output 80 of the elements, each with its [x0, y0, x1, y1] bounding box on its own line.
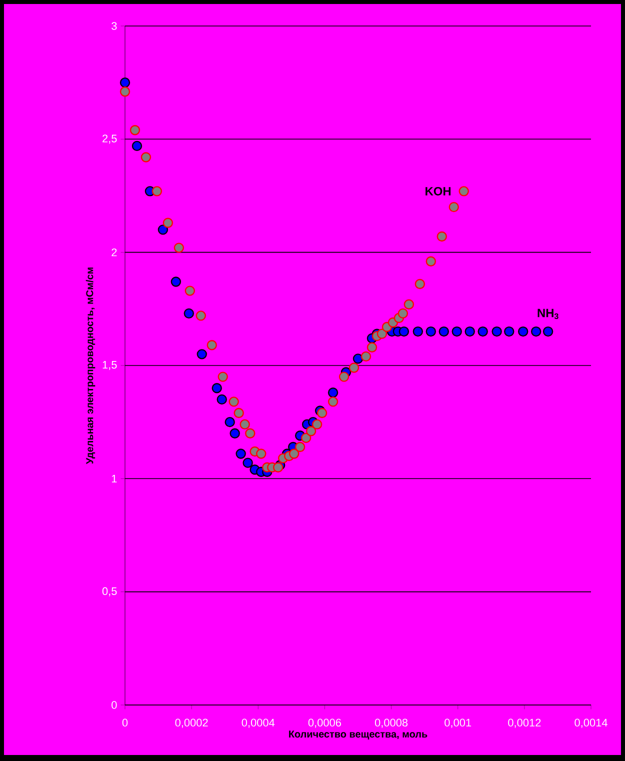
point — [366, 342, 378, 352]
x-axis-title: Количество вещества, моль — [289, 730, 428, 740]
point — [414, 278, 426, 290]
point — [478, 326, 488, 337]
x-tick-label: 0 — [122, 718, 128, 727]
y-tick-label: 0 — [112, 701, 117, 709]
point — [216, 394, 227, 405]
y-tick-label: 0,5 — [102, 587, 117, 596]
series-label: KOH — [426, 186, 451, 196]
point — [348, 362, 360, 373]
point — [360, 351, 372, 362]
point — [412, 326, 424, 337]
point — [426, 326, 436, 337]
point — [240, 419, 250, 430]
point — [212, 383, 222, 394]
point — [328, 396, 338, 407]
x-tick-label: 0,0002 — [175, 718, 208, 728]
point — [196, 310, 206, 321]
point — [162, 218, 174, 228]
point — [184, 308, 194, 319]
point — [218, 372, 228, 382]
point — [426, 256, 436, 266]
point — [196, 349, 207, 360]
y-axis-title: Удельная электропроводность, мСм/см — [86, 268, 96, 464]
point — [158, 224, 168, 235]
point — [464, 326, 475, 337]
point — [542, 326, 554, 337]
point — [130, 125, 140, 136]
point — [132, 140, 142, 152]
point — [436, 231, 447, 242]
point — [398, 326, 410, 337]
point — [152, 186, 162, 196]
point — [492, 326, 502, 337]
point — [184, 286, 196, 296]
point — [234, 408, 244, 418]
point — [504, 326, 514, 337]
point — [236, 448, 246, 459]
point — [174, 242, 184, 253]
point — [242, 458, 253, 468]
point — [458, 186, 469, 196]
point — [273, 462, 284, 472]
point — [448, 202, 459, 212]
point — [206, 340, 217, 350]
x-tick-label: 0,001 — [444, 718, 472, 728]
y-tick-label: 3 — [112, 22, 117, 30]
point — [230, 428, 240, 438]
point — [170, 276, 182, 287]
point — [376, 328, 388, 339]
point — [328, 388, 338, 398]
point — [518, 326, 528, 337]
point — [530, 326, 542, 337]
y-tick-label: 2,5 — [102, 134, 117, 144]
y-tick-label: 1,5 — [102, 361, 117, 370]
point — [224, 416, 235, 428]
point — [312, 419, 322, 430]
point — [438, 326, 449, 337]
point — [294, 442, 306, 452]
point — [452, 326, 462, 337]
point — [120, 77, 130, 88]
x-tick-label: 0,0012 — [508, 718, 541, 728]
point — [316, 408, 328, 418]
point — [306, 426, 316, 436]
x-tick-label: 0,0006 — [308, 718, 341, 728]
point — [300, 432, 312, 444]
point — [288, 448, 300, 459]
point — [398, 308, 408, 319]
point — [256, 448, 266, 459]
point — [245, 428, 256, 438]
point — [140, 152, 152, 162]
x-tick-label: 0,0004 — [242, 718, 275, 728]
point — [120, 86, 130, 97]
point — [404, 299, 414, 310]
x-tick-label: 0,0008 — [374, 718, 408, 728]
point — [352, 354, 364, 364]
point — [228, 396, 239, 407]
y-tick-label: 2 — [112, 248, 117, 256]
series-label: NH$_{3}$ — [538, 308, 558, 320]
x-tick-label: 0,0014 — [574, 718, 608, 728]
y-tick-label: 1 — [112, 474, 117, 482]
point — [338, 372, 350, 382]
